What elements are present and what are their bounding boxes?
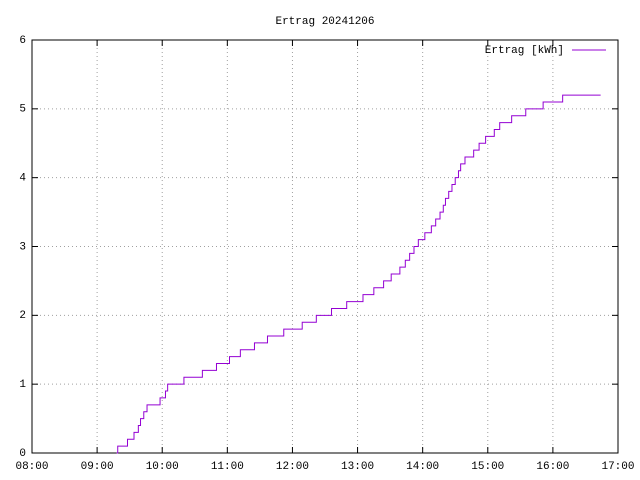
x-tick-label: 12:00 <box>276 461 309 473</box>
x-tick-label: 14:00 <box>406 461 439 473</box>
data-line <box>116 94 601 454</box>
chart-title: Ertrag 20241206 <box>275 16 374 28</box>
x-tick-label: 08:00 <box>15 461 48 473</box>
y-tick-label: 3 <box>19 241 26 253</box>
x-tick-label: 11:00 <box>211 461 244 473</box>
x-tick-label: 16:00 <box>536 461 569 473</box>
x-tick-label: 17:00 <box>601 461 634 473</box>
x-tick-label: 09:00 <box>81 461 114 473</box>
y-tick-label: 1 <box>19 379 26 391</box>
y-tick-label: 4 <box>19 173 26 185</box>
x-tick-label: 13:00 <box>341 461 374 473</box>
y-tick-label: 0 <box>19 448 26 460</box>
y-tick-label: 5 <box>19 104 26 116</box>
x-tick-label: 15:00 <box>471 461 504 473</box>
x-tick-label: 10:00 <box>146 461 179 473</box>
plot-border <box>31 39 619 454</box>
y-tick-label: 6 <box>19 35 26 47</box>
legend-label: Ertrag [kWh] <box>485 45 564 57</box>
y-tick-label: 2 <box>19 310 26 322</box>
